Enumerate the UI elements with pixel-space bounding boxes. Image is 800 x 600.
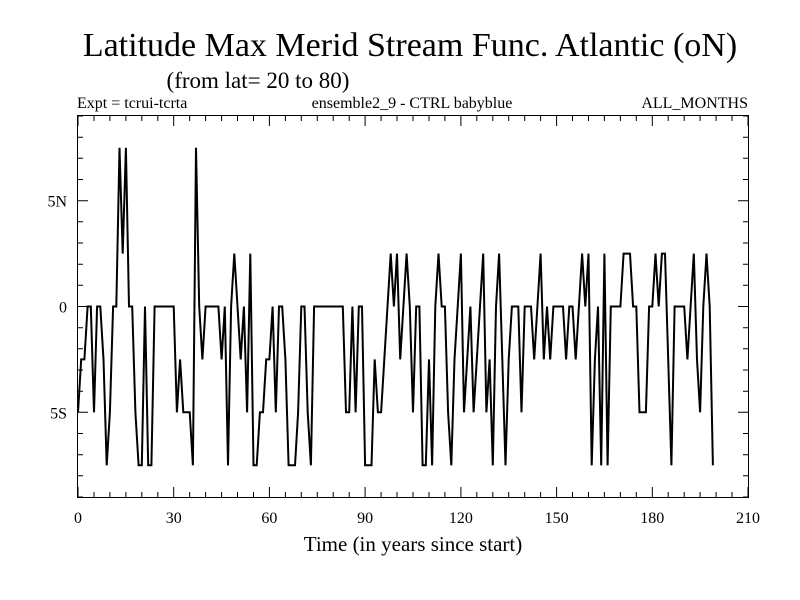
y-tick-label: 5N — [47, 194, 67, 211]
x-axis-label: Time (in years since start) — [304, 532, 523, 556]
header-months: ALL_MONTHS — [641, 95, 748, 112]
x-tick-label: 180 — [640, 510, 664, 527]
plot-frame — [77, 115, 749, 498]
y-tick-label: 0 — [59, 300, 67, 317]
x-tick-label: 120 — [449, 510, 473, 527]
y-tick-labels: 5N 0 5S — [47, 194, 67, 423]
axis-ticks — [77, 115, 749, 498]
x-tick-label: 60 — [261, 510, 277, 527]
header-ensemble: ensemble2_9 - CTRL babyblue — [312, 95, 513, 112]
x-tick-label: 150 — [545, 510, 569, 527]
x-tick-label: 0 — [74, 510, 82, 527]
x-tick-label: 210 — [736, 510, 760, 527]
tick-marks — [77, 115, 749, 498]
series-line — [77, 147, 714, 467]
header-experiment: Expt = tcrui-tcrta — [77, 95, 187, 112]
x-tick-label: 30 — [166, 510, 182, 527]
x-tick-label: 90 — [357, 510, 373, 527]
series-group — [77, 147, 714, 467]
y-tick-label: 5S — [50, 405, 67, 422]
x-tick-labels: 0 30 60 90 120 150 180 210 — [74, 510, 760, 527]
chart-subtitle: (from lat= 20 to 80) — [167, 68, 350, 93]
chart-title: Latitude Max Merid Stream Func. Atlantic… — [83, 27, 737, 64]
